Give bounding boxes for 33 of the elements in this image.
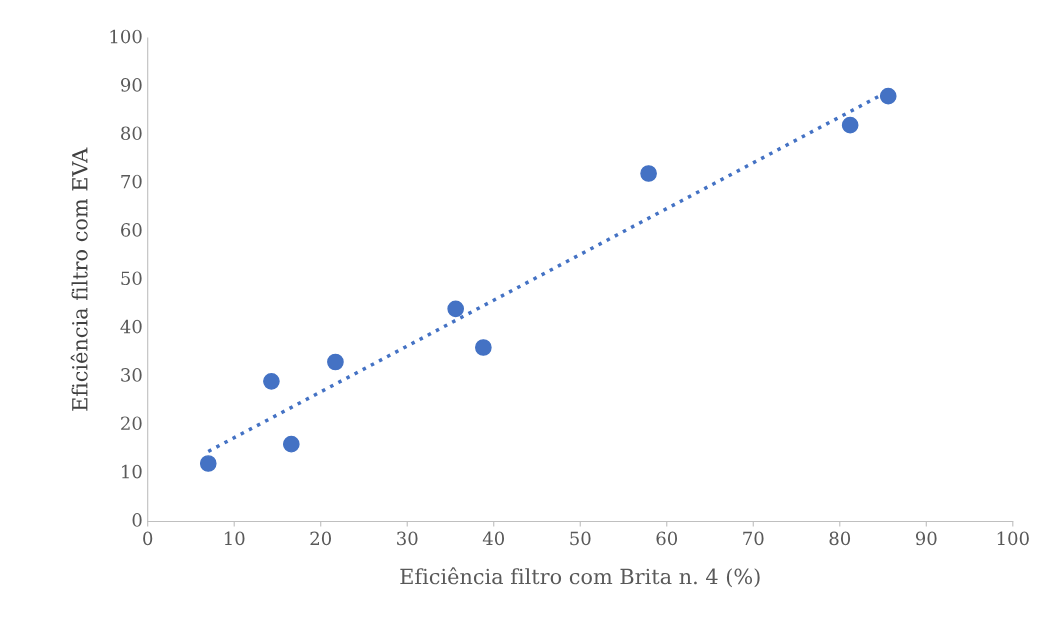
x-tick-label: 60	[656, 531, 678, 546]
y-axis-title: Eficiência filtro com EVA	[70, 147, 88, 411]
x-tick-label: 70	[743, 531, 764, 546]
point	[447, 300, 465, 318]
point	[475, 339, 492, 356]
point	[879, 87, 897, 105]
y-tick-label: 50	[121, 271, 142, 286]
point	[199, 455, 217, 472]
y-tick-label: 10	[122, 464, 142, 479]
y-tick-label: 40	[120, 319, 142, 334]
x-tick-label: 10	[224, 531, 245, 546]
point	[282, 435, 300, 453]
point	[327, 353, 344, 371]
x-tick-label: 0	[143, 531, 153, 546]
x-tick-label: 90	[915, 531, 937, 546]
y-tick-label: 0	[132, 513, 142, 527]
x-axis-title: Eficiência filtro com Brita n. 4 (%)	[400, 567, 760, 588]
point	[841, 116, 859, 134]
x-tick-label: 30	[397, 531, 418, 546]
y-tick-label: 90	[121, 78, 142, 92]
x-tick-label: 80	[829, 531, 851, 546]
y-tick-label: 20	[121, 416, 142, 431]
y-tick-label: 30	[121, 368, 142, 382]
y-tick-label: 100	[110, 29, 142, 44]
x-tick-label: 50	[570, 531, 591, 546]
y-tick-label: 70	[121, 174, 142, 189]
x-tick-label: 40	[482, 531, 505, 546]
point	[263, 373, 280, 390]
x-tick-label: 100	[997, 531, 1029, 546]
point	[640, 165, 657, 182]
y-tick-label: 60	[121, 223, 142, 237]
x-tick-label: 20	[310, 531, 332, 546]
y-tick-label: 80	[121, 126, 142, 141]
